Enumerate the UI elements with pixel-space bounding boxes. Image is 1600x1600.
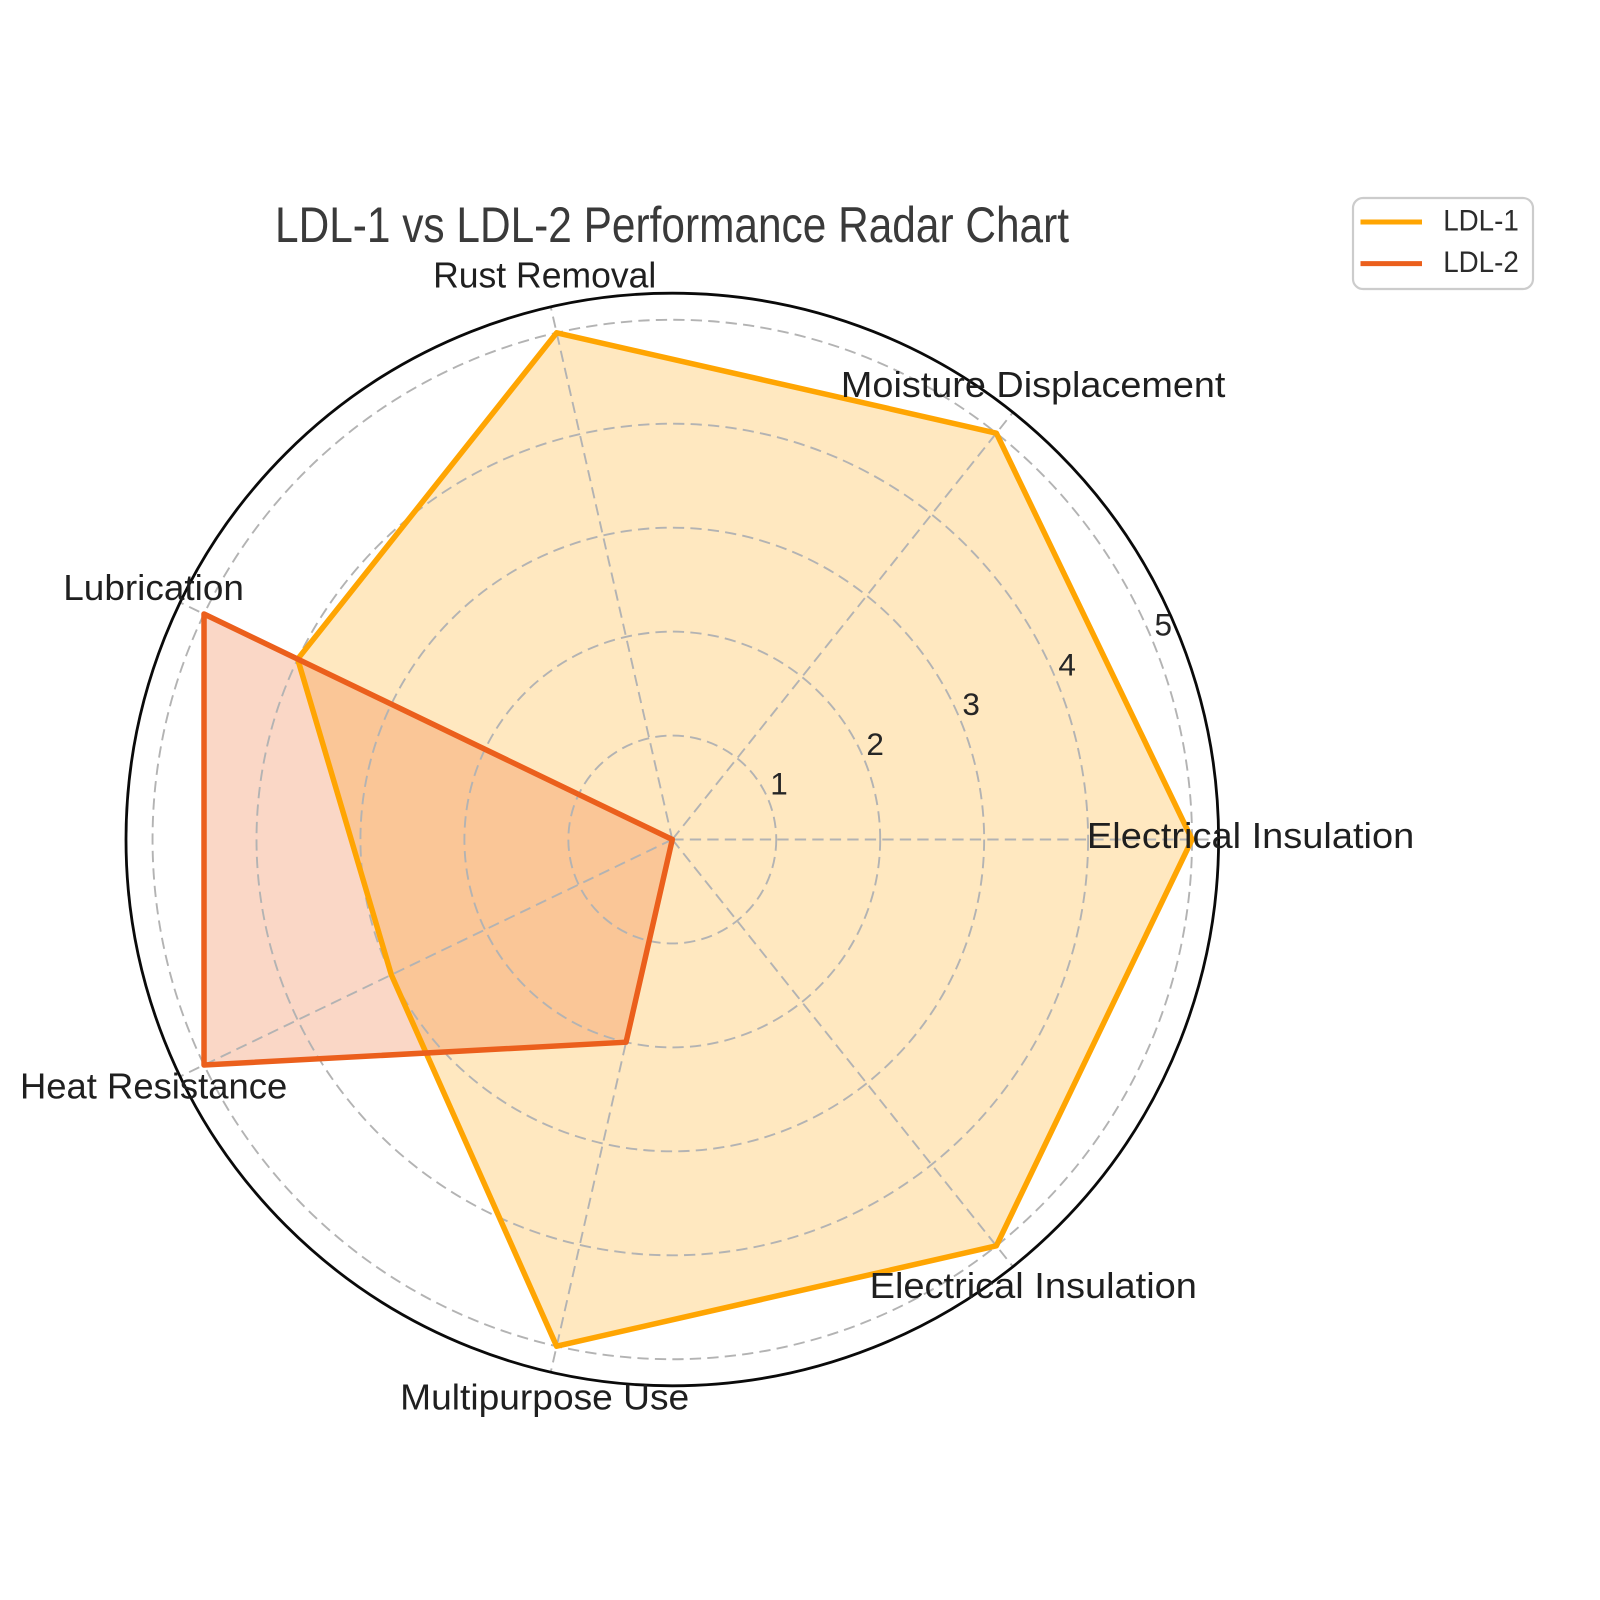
svg-text:Electrical Insulation: Electrical Insulation [870, 1265, 1197, 1306]
svg-text:LDL-1: LDL-1 [1443, 205, 1519, 238]
svg-text:Lubrication: Lubrication [63, 567, 244, 608]
svg-text:Electrical Insulation: Electrical Insulation [1087, 815, 1414, 856]
svg-text:4: 4 [1058, 646, 1076, 682]
svg-text:LDL-2: LDL-2 [1443, 246, 1519, 279]
svg-text:Heat Resistance: Heat Resistance [20, 1066, 287, 1107]
svg-text:LDL-1 vs LDL-2 Performance Rad: LDL-1 vs LDL-2 Performance Radar Chart [275, 197, 1069, 253]
svg-text:5: 5 [1155, 607, 1173, 643]
svg-text:Rust Removal: Rust Removal [433, 255, 656, 296]
svg-text:Multipurpose Use: Multipurpose Use [400, 1376, 689, 1417]
svg-text:Moisture Displacement: Moisture Displacement [841, 364, 1226, 405]
svg-text:2: 2 [866, 726, 884, 762]
svg-text:3: 3 [962, 686, 980, 722]
svg-text:1: 1 [770, 766, 788, 802]
